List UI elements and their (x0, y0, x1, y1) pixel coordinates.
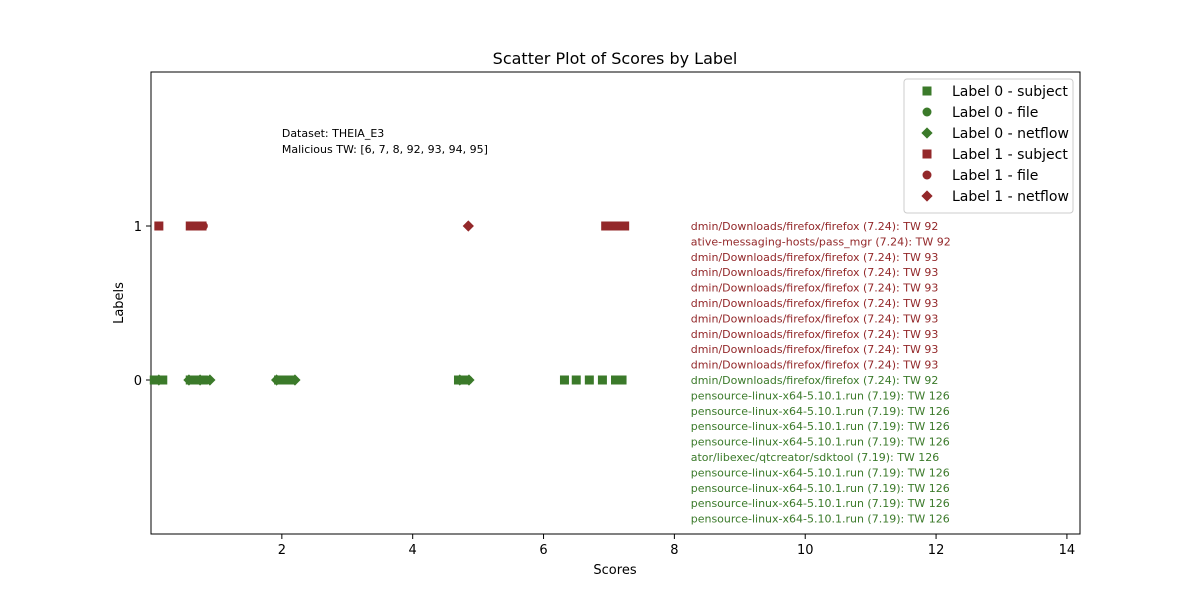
data-point-series-0 (611, 375, 620, 385)
legend-label: Label 0 - subject (952, 84, 1068, 100)
x-axis-label: Scores (593, 563, 636, 578)
data-point-series-0 (584, 375, 594, 385)
legend-box (903, 78, 1074, 214)
point-label: ator/libexec/qtcreator/sdktool (7.19): T… (691, 451, 940, 464)
x-tick-label: 2 (278, 543, 286, 558)
data-point-series-2 (463, 374, 475, 386)
legend-label: Label 0 - file (952, 105, 1038, 121)
dataset-annotation: Dataset: THEIA_E3 Malicious TW: [6, 7, 8,… (282, 127, 488, 156)
legend-label: Label 0 - netflow (952, 126, 1069, 142)
point-label: dmin/Downloads/firefox/firefox (7.24): T… (691, 220, 939, 233)
data-point-series-3 (185, 221, 195, 231)
legend-label: Label 1 - netflow (952, 189, 1069, 205)
point-label: dmin/Downloads/firefox/firefox (7.24): T… (691, 266, 939, 279)
y-tick-label: 0 (134, 374, 142, 389)
dataset-annotation-line: Malicious TW: [6, 7, 8, 92, 93, 94, 95] (282, 143, 488, 156)
point-label: pensource-linux-x64-5.10.1.run (7.19): T… (691, 405, 950, 418)
data-point-series-3 (620, 221, 630, 231)
x-tick-label: 4 (409, 543, 417, 558)
data-points (149, 220, 630, 386)
point-label: pensource-linux-x64-5.10.1.run (7.19): T… (691, 466, 950, 479)
point-label: dmin/Downloads/firefox/firefox (7.24): T… (691, 297, 939, 310)
data-point-series-2 (183, 374, 195, 386)
point-label: pensource-linux-x64-5.10.1.run (7.19): T… (691, 482, 950, 495)
point-label: pensource-linux-x64-5.10.1.run (7.19): T… (691, 513, 950, 526)
legend-marker (922, 170, 932, 180)
data-point-series-1 (283, 375, 293, 385)
dataset-annotation-line: Dataset: THEIA_E3 (282, 127, 384, 140)
point-label: dmin/Downloads/firefox/firefox (7.24): T… (691, 328, 939, 341)
data-point-series-5 (462, 220, 474, 232)
data-point-series-2 (204, 374, 216, 386)
data-point-series-0 (617, 375, 627, 385)
point-label: ative-messaging-hosts/pass_mgr (7.24): T… (691, 235, 951, 248)
data-point-series-4 (604, 221, 614, 231)
x-tick-label: 14 (1059, 543, 1076, 558)
data-point-series-2 (153, 374, 165, 386)
data-point-series-0 (571, 375, 581, 385)
legend-marker (921, 190, 933, 202)
x-tick-label: 12 (928, 543, 945, 558)
x-tick-label: 8 (670, 543, 678, 558)
point-label: dmin/Downloads/firefox/firefox (7.24): T… (691, 251, 939, 264)
data-point-series-2 (289, 374, 301, 386)
data-point-series-2 (194, 374, 206, 386)
legend-label: Label 1 - file (952, 168, 1038, 184)
data-point-series-2 (270, 374, 283, 386)
point-label: pensource-linux-x64-5.10.1.run (7.19): T… (691, 497, 950, 510)
x-tick-label: 10 (797, 543, 814, 558)
point-label: dmin/Downloads/firefox/firefox (7.24): T… (691, 282, 939, 295)
x-tick-label: 6 (539, 543, 547, 558)
point-labels: dmin/Downloads/firefox/firefox (7.24): T… (691, 220, 951, 526)
legend-marker (922, 149, 932, 159)
point-label: pensource-linux-x64-5.10.1.run (7.19): T… (691, 389, 950, 402)
data-point-series-2 (454, 374, 466, 386)
legend-marker (921, 127, 933, 139)
point-label: dmin/Downloads/firefox/firefox (7.24): T… (691, 374, 939, 387)
y-tick-label: 1 (134, 220, 142, 235)
legend-label: Label 1 - subject (952, 147, 1068, 163)
axes: 2 4 6 8 10 12 14 0 1 (134, 220, 1075, 558)
legend-marker (922, 86, 932, 96)
y-axis-label: Labels (112, 282, 127, 324)
data-point-series-0 (597, 375, 607, 385)
data-point-series-0 (559, 375, 569, 385)
point-label: pensource-linux-x64-5.10.1.run (7.19): T… (691, 436, 950, 449)
point-label: dmin/Downloads/firefox/firefox (7.24): T… (691, 359, 939, 372)
plot-frame (150, 71, 1081, 535)
point-label: dmin/Downloads/firefox/firefox (7.24): T… (691, 312, 939, 325)
legend-marker (922, 107, 932, 117)
data-point-series-4 (611, 221, 620, 231)
data-point-series-3 (154, 221, 164, 231)
point-label: dmin/Downloads/firefox/firefox (7.24): T… (691, 343, 939, 356)
point-label: pensource-linux-x64-5.10.1.run (7.19): T… (691, 420, 950, 433)
data-point-series-4 (198, 221, 208, 231)
chart-title: Scatter Plot of Scores by Label (493, 49, 738, 68)
legend: Label 0 - subject Label 0 - file Label 0 -… (903, 78, 1074, 214)
